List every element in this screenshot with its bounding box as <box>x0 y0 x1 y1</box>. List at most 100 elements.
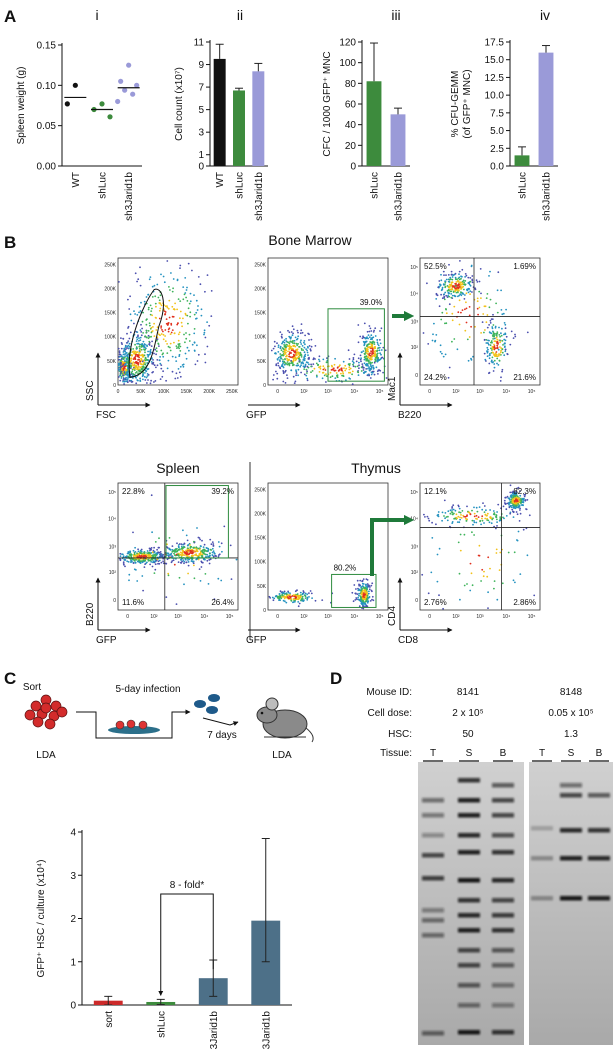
event <box>360 357 362 359</box>
error-bar <box>518 147 526 156</box>
event <box>441 353 443 355</box>
event <box>134 547 136 549</box>
event <box>495 528 497 530</box>
event <box>495 340 497 342</box>
x-tick-label: 10² <box>300 389 308 395</box>
event <box>145 332 147 334</box>
event <box>188 554 190 556</box>
event <box>118 369 120 371</box>
y-axis-label: CD4 <box>387 606 398 626</box>
event <box>279 367 281 369</box>
event <box>130 560 132 562</box>
event <box>467 289 469 291</box>
event <box>119 356 121 358</box>
gel-band <box>531 826 553 831</box>
cell-cluster <box>25 695 67 729</box>
event <box>147 356 149 358</box>
quadrant-label: 82.3% <box>513 487 536 496</box>
event <box>124 566 126 568</box>
event <box>487 340 489 342</box>
event <box>368 597 370 599</box>
event <box>146 382 148 384</box>
event <box>502 369 504 371</box>
event <box>179 267 181 269</box>
event <box>142 321 144 323</box>
event <box>289 337 291 339</box>
event <box>306 372 308 374</box>
event <box>182 552 184 554</box>
event <box>370 334 372 336</box>
event <box>368 343 370 345</box>
event <box>181 325 183 327</box>
event <box>189 311 191 313</box>
event <box>161 333 163 335</box>
event <box>187 549 189 551</box>
event <box>438 511 440 513</box>
event <box>179 554 181 556</box>
event <box>447 296 449 298</box>
event <box>283 344 285 346</box>
event <box>369 355 371 357</box>
event <box>442 608 444 610</box>
event <box>204 329 206 331</box>
event <box>156 350 158 352</box>
event <box>282 593 284 595</box>
lane-label: T <box>430 748 436 759</box>
event <box>182 318 184 320</box>
event <box>474 513 476 515</box>
event <box>440 279 442 281</box>
x-tick-label: shLuc <box>235 172 246 199</box>
x-tick-label: 10⁴ <box>503 614 511 620</box>
gate-label: 39.0% <box>360 298 383 307</box>
x-tick-label: sort <box>104 1011 115 1028</box>
event <box>295 369 297 371</box>
event <box>489 516 491 518</box>
event <box>284 350 286 352</box>
event <box>174 303 176 305</box>
event <box>449 284 451 286</box>
event <box>497 312 499 314</box>
event <box>136 331 138 333</box>
event <box>366 363 368 365</box>
event <box>362 596 364 598</box>
event <box>300 364 302 366</box>
event <box>300 594 302 596</box>
event <box>217 578 219 580</box>
event <box>279 593 281 595</box>
quadrant-label: 21.6% <box>513 373 536 382</box>
event <box>129 346 131 348</box>
event <box>143 341 145 343</box>
event <box>510 505 512 507</box>
y-axis-label: Cell count (x10⁷) <box>174 67 185 141</box>
event <box>527 554 529 556</box>
event <box>169 289 171 291</box>
x-tick-label: 10⁵ <box>528 389 536 395</box>
event <box>210 315 212 317</box>
event <box>200 283 202 285</box>
event <box>476 515 478 517</box>
event <box>524 500 526 502</box>
error-bar <box>216 44 224 59</box>
gel-band <box>492 813 514 818</box>
event <box>140 324 142 326</box>
event <box>177 377 179 379</box>
event <box>481 509 483 511</box>
event <box>322 372 324 374</box>
event <box>180 366 182 368</box>
event <box>308 364 310 366</box>
event <box>316 363 318 365</box>
event <box>373 599 375 601</box>
event <box>493 344 495 346</box>
event <box>488 324 490 326</box>
event <box>211 543 213 545</box>
x-tick-label: 10² <box>150 614 158 620</box>
event <box>195 312 197 314</box>
data-point <box>126 63 131 68</box>
event <box>136 281 138 283</box>
event <box>459 286 461 288</box>
event <box>363 337 365 339</box>
event <box>121 376 123 378</box>
event <box>306 361 308 363</box>
event <box>499 552 501 554</box>
event <box>357 593 359 595</box>
